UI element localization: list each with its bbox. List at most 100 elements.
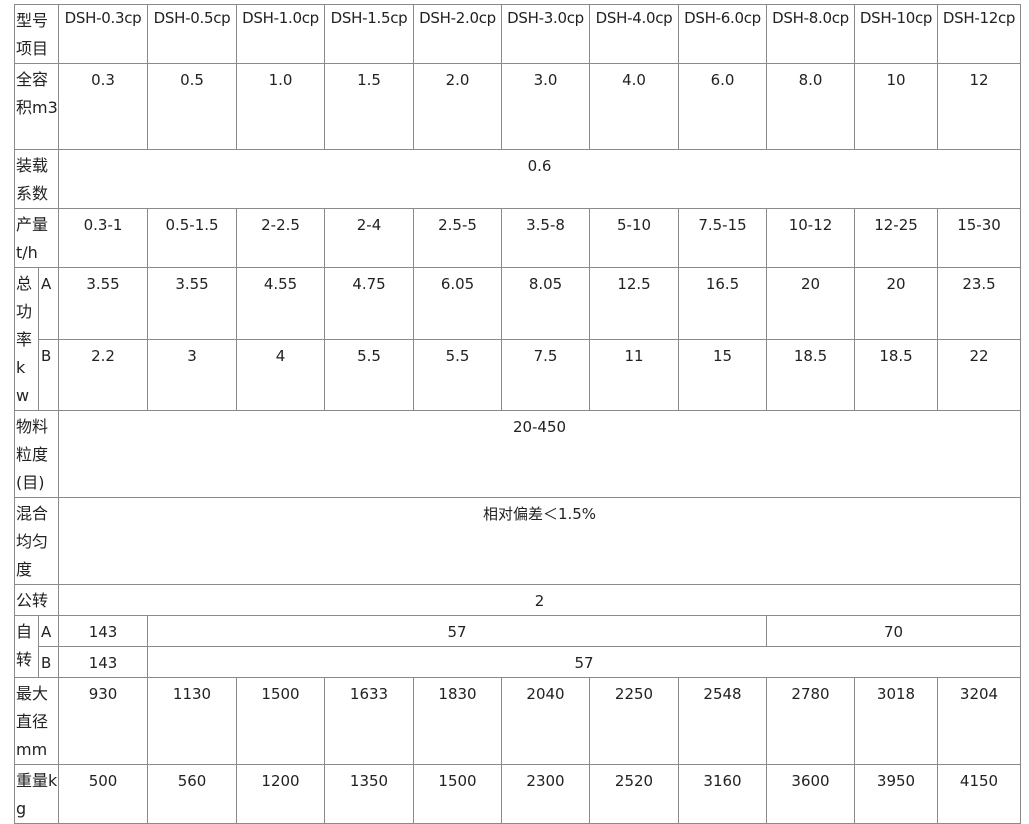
value-cell: 12-25: [854, 208, 939, 268]
value-cell: 2780: [766, 677, 856, 765]
row-label: 全容积m3: [13, 63, 60, 150]
row-label: 物料粒度(目): [13, 410, 60, 498]
value-cell: 2: [58, 584, 1022, 616]
value-cell: 4150: [937, 764, 1022, 824]
sub-label: B: [37, 339, 60, 411]
value-cell: 3.55: [147, 266, 238, 341]
value-cell: 57: [147, 615, 768, 647]
table-row: 自转 A 143 57 70: [14, 615, 1022, 678]
value-cell: 4: [236, 339, 326, 411]
value-cell: 20: [854, 266, 939, 341]
spec-table: 型号项目 DSH-0.3cp DSH-0.5cp DSH-1.0cp DSH-1.5cp…: [13, 4, 1022, 824]
table-row: 全容积m3 0.3 0.5 1.0 1.5 2.0 3.0 4.0 6.0 8.0 10 12: [13, 63, 1022, 150]
value-cell: 23.5: [937, 266, 1022, 341]
value-cell: 3160: [678, 764, 768, 824]
value-cell: 0.6: [58, 149, 1022, 209]
value-cell: 1.0: [236, 63, 326, 150]
value-cell: 2548: [678, 677, 768, 765]
value-cell: 相对偏差＜1.5%: [58, 497, 1022, 585]
value-cell: 70: [766, 615, 1022, 647]
value-cell: 2-2.5: [236, 208, 326, 268]
page: 型号项目 DSH-0.3cp DSH-0.5cp DSH-1.0cp DSH-1.5cp…: [13, 4, 1022, 824]
table-row: B 143 57: [15, 646, 1022, 678]
value-cell: 1130: [147, 677, 238, 765]
table-row: 公转 2: [13, 584, 1022, 616]
value-cell: 16.5: [678, 266, 768, 341]
value-cell: 15: [678, 339, 768, 411]
value-cell: 1500: [236, 677, 326, 765]
value-cell: 3600: [766, 764, 856, 824]
value-cell: 930: [58, 677, 149, 765]
value-cell: 10: [854, 63, 939, 150]
value-cell: 2250: [589, 677, 680, 765]
model-header: DSH-3.0cp: [501, 4, 591, 64]
value-cell: 18.5: [766, 339, 856, 411]
model-header: DSH-8.0cp: [766, 4, 856, 64]
model-header: DSH-2.0cp: [413, 4, 503, 64]
value-cell: 22: [937, 339, 1022, 411]
table-row: 产量t/h 0.3-1 0.5-1.5 2-2.5 2-4 2.5-5 3.5-8 5-10 7…: [13, 208, 1022, 268]
sub-label: A: [37, 266, 60, 341]
model-header: DSH-1.0cp: [236, 4, 326, 64]
value-cell: 0.3: [58, 63, 149, 150]
table-row: B 2.2 3 4 5.5 5.5 7.5 11 15 18.5 18.5 22: [15, 339, 1022, 411]
model-header: DSH-12cp: [937, 4, 1022, 64]
model-header: DSH-10cp: [854, 4, 939, 64]
row-label: 装载系数: [13, 149, 60, 209]
model-header: DSH-6.0cp: [678, 4, 768, 64]
value-cell: 2.5-5: [413, 208, 503, 268]
value-cell: 5.5: [324, 339, 415, 411]
value-cell: 2520: [589, 764, 680, 824]
value-cell: 7.5-15: [678, 208, 768, 268]
table-body: 型号项目 DSH-0.3cp DSH-0.5cp DSH-1.0cp DSH-1.5cp…: [13, 4, 1022, 824]
table-row: 型号项目 DSH-0.3cp DSH-0.5cp DSH-1.0cp DSH-1.5cp…: [13, 4, 1022, 64]
value-cell: 2.2: [58, 339, 149, 411]
value-cell: 1633: [324, 677, 415, 765]
value-cell: 6.05: [413, 266, 503, 341]
value-cell: 11: [589, 339, 680, 411]
row-label: 公转: [13, 584, 60, 616]
model-header: DSH-0.3cp: [58, 4, 149, 64]
value-cell: 0.5-1.5: [147, 208, 238, 268]
value-cell: 2.0: [413, 63, 503, 150]
table-row: 总功率kw A 3.55 3.55 4.55 4.75 6.05 8.05 12.5 16.5 20…: [14, 266, 1022, 411]
value-cell: 1500: [413, 764, 503, 824]
value-cell: 143: [58, 646, 149, 678]
value-cell: 8.05: [501, 266, 591, 341]
value-cell: 1830: [413, 677, 503, 765]
value-cell: 10-12: [766, 208, 856, 268]
model-header: DSH-1.5cp: [324, 4, 415, 64]
row-label: 自转: [14, 615, 39, 678]
table-row: 最大直径mm 930 1130 1500 1633 1830 2040 2250 2548 278…: [13, 677, 1022, 765]
row-label: 总功率kw: [14, 267, 39, 411]
value-cell: 57: [147, 646, 1022, 678]
value-cell: 1.5: [324, 63, 415, 150]
table-row: 混合均匀度 相对偏差＜1.5%: [13, 497, 1022, 585]
value-cell: 5.5: [413, 339, 503, 411]
value-cell: 20: [766, 266, 856, 341]
table-row: 装载系数 0.6: [13, 149, 1022, 209]
value-cell: 2300: [501, 764, 591, 824]
sub-label: A: [37, 615, 60, 647]
value-cell: 2-4: [324, 208, 415, 268]
value-cell: 3: [147, 339, 238, 411]
value-cell: 12.5: [589, 266, 680, 341]
value-cell: 12: [937, 63, 1022, 150]
value-cell: 3.55: [58, 266, 149, 341]
value-cell: 4.75: [324, 266, 415, 341]
value-cell: 3204: [937, 677, 1022, 765]
value-cell: 8.0: [766, 63, 856, 150]
value-cell: 3.0: [501, 63, 591, 150]
row-label: 最大直径mm: [13, 677, 60, 765]
value-cell: 6.0: [678, 63, 768, 150]
value-cell: 4.0: [589, 63, 680, 150]
value-cell: 560: [147, 764, 238, 824]
value-cell: 2040: [501, 677, 591, 765]
table-row: 重量kg 500 560 1200 1350 1500 2300 2520 3160 3600 39…: [13, 764, 1022, 824]
value-cell: 500: [58, 764, 149, 824]
row-label: 混合均匀度: [13, 497, 60, 585]
sub-label: B: [37, 646, 60, 678]
header-label: 型号项目: [13, 4, 60, 64]
value-cell: 18.5: [854, 339, 939, 411]
value-cell: 143: [58, 615, 149, 647]
